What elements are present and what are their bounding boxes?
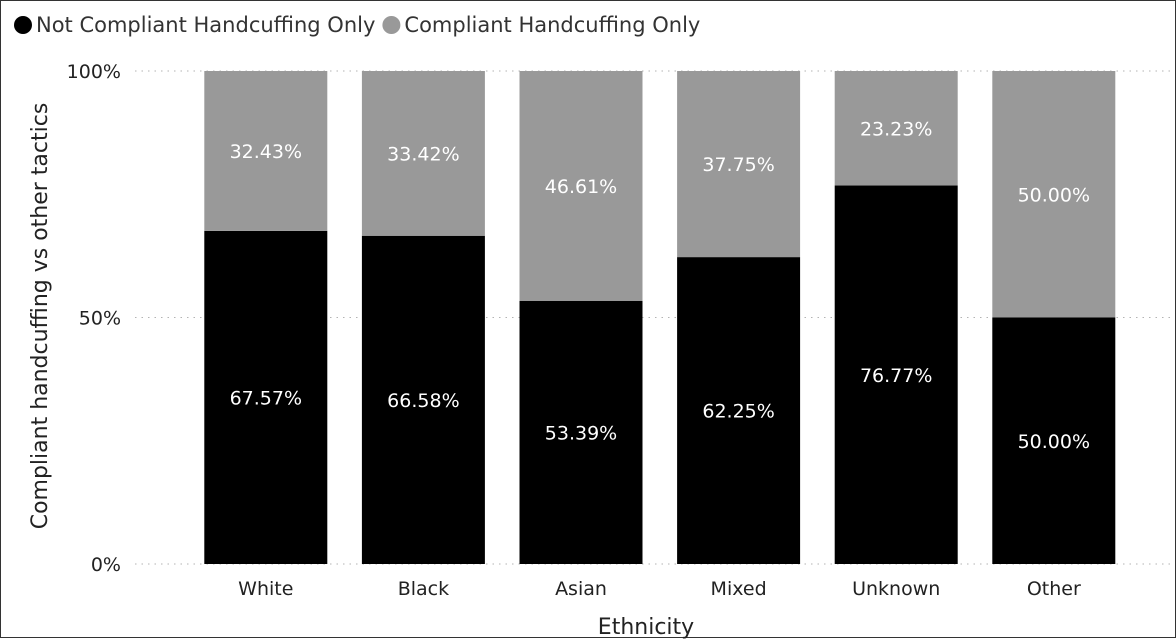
data-label-0-4: 76.77% <box>860 365 932 387</box>
legend-marker-0 <box>14 16 32 34</box>
bar-segment-1-4[interactable] <box>834 71 958 186</box>
data-label-0-1: 66.58% <box>387 390 459 412</box>
data-label-1-0: 32.43% <box>230 141 302 163</box>
data-label-0-2: 53.39% <box>545 422 617 444</box>
bar-segment-0-1[interactable] <box>361 235 485 564</box>
y-tick-label-1: 50% <box>79 308 121 330</box>
bar-segment-0-3[interactable] <box>677 257 801 564</box>
x-tick-label-1: Black <box>398 578 449 600</box>
x-tick-label-4: Unknown <box>852 578 940 600</box>
x-axis-ticks: White Black Asian Mixed Unknown Other <box>238 578 1081 600</box>
bar-segment-0-2[interactable] <box>519 300 643 564</box>
bar-segment-1-2[interactable] <box>519 71 643 301</box>
bar-segment-0-4[interactable] <box>834 185 958 564</box>
bar-segment-1-1[interactable] <box>361 71 485 236</box>
x-tick-label-0: White <box>238 578 293 600</box>
y-tick-label-0: 0% <box>91 554 121 576</box>
data-label-1-4: 23.23% <box>860 118 932 140</box>
data-label-1-5: 50.00% <box>1018 184 1090 206</box>
legend-marker-1 <box>382 16 401 34</box>
x-axis-title: Ethnicity <box>598 615 694 639</box>
legend: Not Compliant Handcuffing Only Compliant … <box>14 13 700 37</box>
bar-segment-1-5[interactable] <box>992 71 1116 318</box>
bars: 67.57% 32.43% 66.58% 33.42% 53.39% 46.61% 62.2… <box>204 71 1116 565</box>
data-label-0-5: 50.00% <box>1018 431 1090 453</box>
bar-segment-1-3[interactable] <box>677 71 801 258</box>
x-tick-label-2: Asian <box>555 578 607 600</box>
data-label-0-0: 67.57% <box>230 387 302 409</box>
legend-label-0: Not Compliant Handcuffing Only <box>36 13 375 37</box>
bar-segment-1-0[interactable] <box>204 71 328 231</box>
legend-label-1: Compliant Handcuffing Only <box>404 13 700 37</box>
bar-segment-0-5[interactable] <box>992 317 1116 565</box>
y-axis-title: Compliant handcuffing vs other tactics <box>28 103 53 530</box>
data-label-1-2: 46.61% <box>545 176 617 198</box>
x-tick-label-5: Other <box>1027 578 1081 600</box>
data-label-0-3: 62.25% <box>702 401 774 423</box>
y-axis-ticks: 0% 50% 100% <box>67 61 121 576</box>
y-tick-label-2: 100% <box>67 61 121 83</box>
data-label-1-3: 37.75% <box>702 154 774 176</box>
data-label-1-1: 33.42% <box>387 143 459 165</box>
x-tick-label-3: Mixed <box>711 578 767 600</box>
bar-segment-0-0[interactable] <box>204 230 328 565</box>
